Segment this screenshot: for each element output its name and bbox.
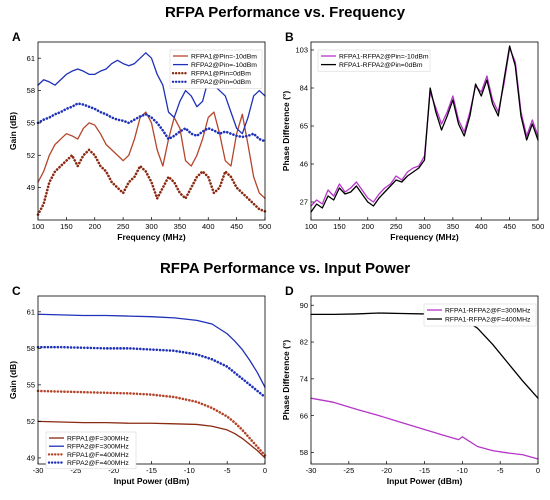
panel-d-x-axis-label: Input Power (dBm) — [387, 476, 463, 486]
panel-a-y-tick-label: 58 — [27, 86, 35, 95]
panel-c-legend-label: RFPA1@F=300MHz — [67, 435, 129, 442]
panel-d-y-tick-label: 66 — [300, 411, 308, 420]
panel-b-x-tick-label: 150 — [333, 222, 346, 231]
panel-a-x-tick-label: 250 — [117, 222, 130, 231]
panel-b-legend-label: RFPA1-RFPA2@Pin=-10dBm — [339, 53, 429, 60]
panel-c-y-tick-label: 58 — [27, 344, 35, 353]
panel-d-x-tick-label: -20 — [381, 466, 392, 475]
panel-a-x-tick-label: 500 — [259, 222, 272, 231]
panel-d-y-tick-label: 90 — [300, 301, 308, 310]
panel-d-y-tick-label: 74 — [300, 374, 308, 383]
panel-a-series-3-line — [36, 148, 267, 216]
panel-d-y-axis-label: Phase Difference (°) — [281, 340, 291, 421]
panel-a-y-tick-label: 55 — [27, 119, 35, 128]
panel-a-legend-label: RFPA1@Pin=-10dBm — [191, 53, 257, 60]
panel-b-series-1-line — [310, 47, 539, 207]
panel-c-y-tick-label: 55 — [27, 380, 35, 389]
panel-b-x-tick-label: 400 — [475, 222, 488, 231]
panel-a-x-tick-label: 150 — [60, 222, 73, 231]
panel-b-legend — [317, 49, 431, 72]
panel-b-legend-label: RFPA1-RFPA2@Pin=0dBm — [339, 62, 423, 69]
top-section-title: RFPA Performance vs. Frequency — [165, 4, 406, 21]
panel-c-x-tick-label: -15 — [146, 466, 157, 475]
panel-c-x-tick-label: -5 — [224, 466, 231, 475]
panel-c-x-axis-label: Input Power (dBm) — [114, 476, 190, 486]
panel-a-x-tick-label: 450 — [230, 222, 243, 231]
panel-b-y-tick-label: 103 — [295, 46, 308, 55]
panel-a-legend-label: RFPA1@Pin=0dBm — [191, 71, 251, 78]
panel-d-y-tick-label: 58 — [300, 448, 308, 457]
panel-a-y-tick-label: 61 — [27, 54, 35, 63]
panel-b-y-tick-label: 46 — [300, 160, 308, 169]
panel-d-y-tick-label: 82 — [300, 338, 308, 347]
panel-a-y-axis-label: Gain (dB) — [8, 112, 18, 150]
panel-c-legend-label: RFPA2@F=400MHz — [67, 460, 129, 467]
panel-a-x-tick-label: 350 — [174, 222, 187, 231]
panel-a-y-tick-label: 52 — [27, 151, 35, 160]
panel-d: D -30 -25 -20 -15 -10 -5 0 58 66 74 82 90 Input Power… — [281, 284, 540, 486]
panel-c-x-tick-label: -10 — [184, 466, 195, 475]
panel-b-letter: B — [285, 30, 294, 44]
panel-c-legend-label: RFPA1@F=400MHz — [67, 452, 129, 459]
panel-c-x-tick-label: 0 — [263, 466, 267, 475]
panel-a-x-axis-label: Frequency (MHz) — [117, 232, 186, 242]
panel-c-y-tick-label: 49 — [27, 454, 35, 463]
panel-a: A 100 150 200 250 300 350 400 450 500 49 52 55 58 61 Fr… — [8, 30, 271, 242]
panel-d-series-1-line — [310, 397, 539, 460]
panel-b: B 100 150 200 250 300 350 400 450 500 27 46 65 84 103 F… — [281, 30, 544, 242]
panel-d-x-tick-label: 0 — [536, 466, 540, 475]
panel-b-x-tick-label: 200 — [361, 222, 374, 231]
panel-d-legend — [423, 303, 537, 327]
panel-c-letter: C — [12, 284, 21, 298]
panel-b-y-tick-label: 84 — [300, 84, 308, 93]
panel-c-series-2-line — [37, 313, 266, 388]
panel-d-legend-label: RFPA1-RFPA2@F=400MHz — [445, 316, 531, 323]
panel-d-x-tick-label: -5 — [497, 466, 504, 475]
panel-a-x-tick-label: 100 — [32, 222, 45, 231]
panel-b-x-tick-label: 300 — [418, 222, 431, 231]
panel-d-x-tick-label: -15 — [419, 466, 430, 475]
panel-b-y-axis-label: Phase Difference (°) — [281, 91, 291, 172]
panel-c-y-tick-label: 52 — [27, 417, 35, 426]
panel-d-letter: D — [285, 284, 294, 298]
panel-b-x-axis-label: Frequency (MHz) — [390, 232, 459, 242]
panel-a-legend-label: RFPA2@Pin=0dBm — [191, 79, 251, 86]
panel-b-series-2-line — [310, 45, 539, 213]
panel-b-y-tick-label: 65 — [300, 122, 308, 131]
panel-a-x-tick-label: 400 — [202, 222, 215, 231]
panel-b-x-tick-label: 450 — [503, 222, 516, 231]
panel-a-legend-label: RFPA2@Pin=-10dBm — [191, 62, 257, 69]
panel-b-x-tick-label: 350 — [447, 222, 460, 231]
panel-c-x-tick-label: -30 — [33, 466, 44, 475]
panel-b-x-tick-label: 100 — [305, 222, 318, 231]
panel-a-y-tick-label: 49 — [27, 183, 35, 192]
panel-b-x-tick-label: 250 — [390, 222, 403, 231]
panel-d-x-tick-label: -30 — [306, 466, 317, 475]
panel-c: C -30 -25 -20 -15 -10 -5 0 49 52 55 58 61 Input Power… — [8, 284, 267, 486]
bottom-section-title: RFPA Performance vs. Input Power — [160, 260, 410, 277]
panel-b-x-tick-label: 500 — [532, 222, 545, 231]
panel-c-y-tick-label: 61 — [27, 307, 35, 316]
panel-a-x-tick-label: 200 — [88, 222, 101, 231]
panel-b-y-tick-label: 27 — [300, 198, 308, 207]
panel-d-x-tick-label: -25 — [343, 466, 354, 475]
panel-c-y-axis-label: Gain (dB) — [8, 361, 18, 399]
panel-d-x-tick-label: -10 — [457, 466, 468, 475]
panel-c-x-tick-label: -20 — [108, 466, 119, 475]
panel-a-series-2-line — [37, 52, 266, 135]
panel-a-series-4-line — [36, 102, 267, 143]
panel-c-series-4-line — [36, 345, 267, 399]
panel-c-series-1-line — [37, 420, 266, 459]
panel-c-x-tick-label: -25 — [70, 466, 81, 475]
panel-a-x-tick-label: 300 — [145, 222, 158, 231]
panel-c-legend-label: RFPA2@F=300MHz — [67, 444, 129, 451]
panel-d-legend-label: RFPA1-RFPA2@F=300MHz — [445, 307, 531, 314]
panel-a-series-1-line — [37, 111, 266, 200]
panel-c-series-3-line — [36, 389, 267, 457]
panel-a-letter: A — [12, 30, 21, 44]
